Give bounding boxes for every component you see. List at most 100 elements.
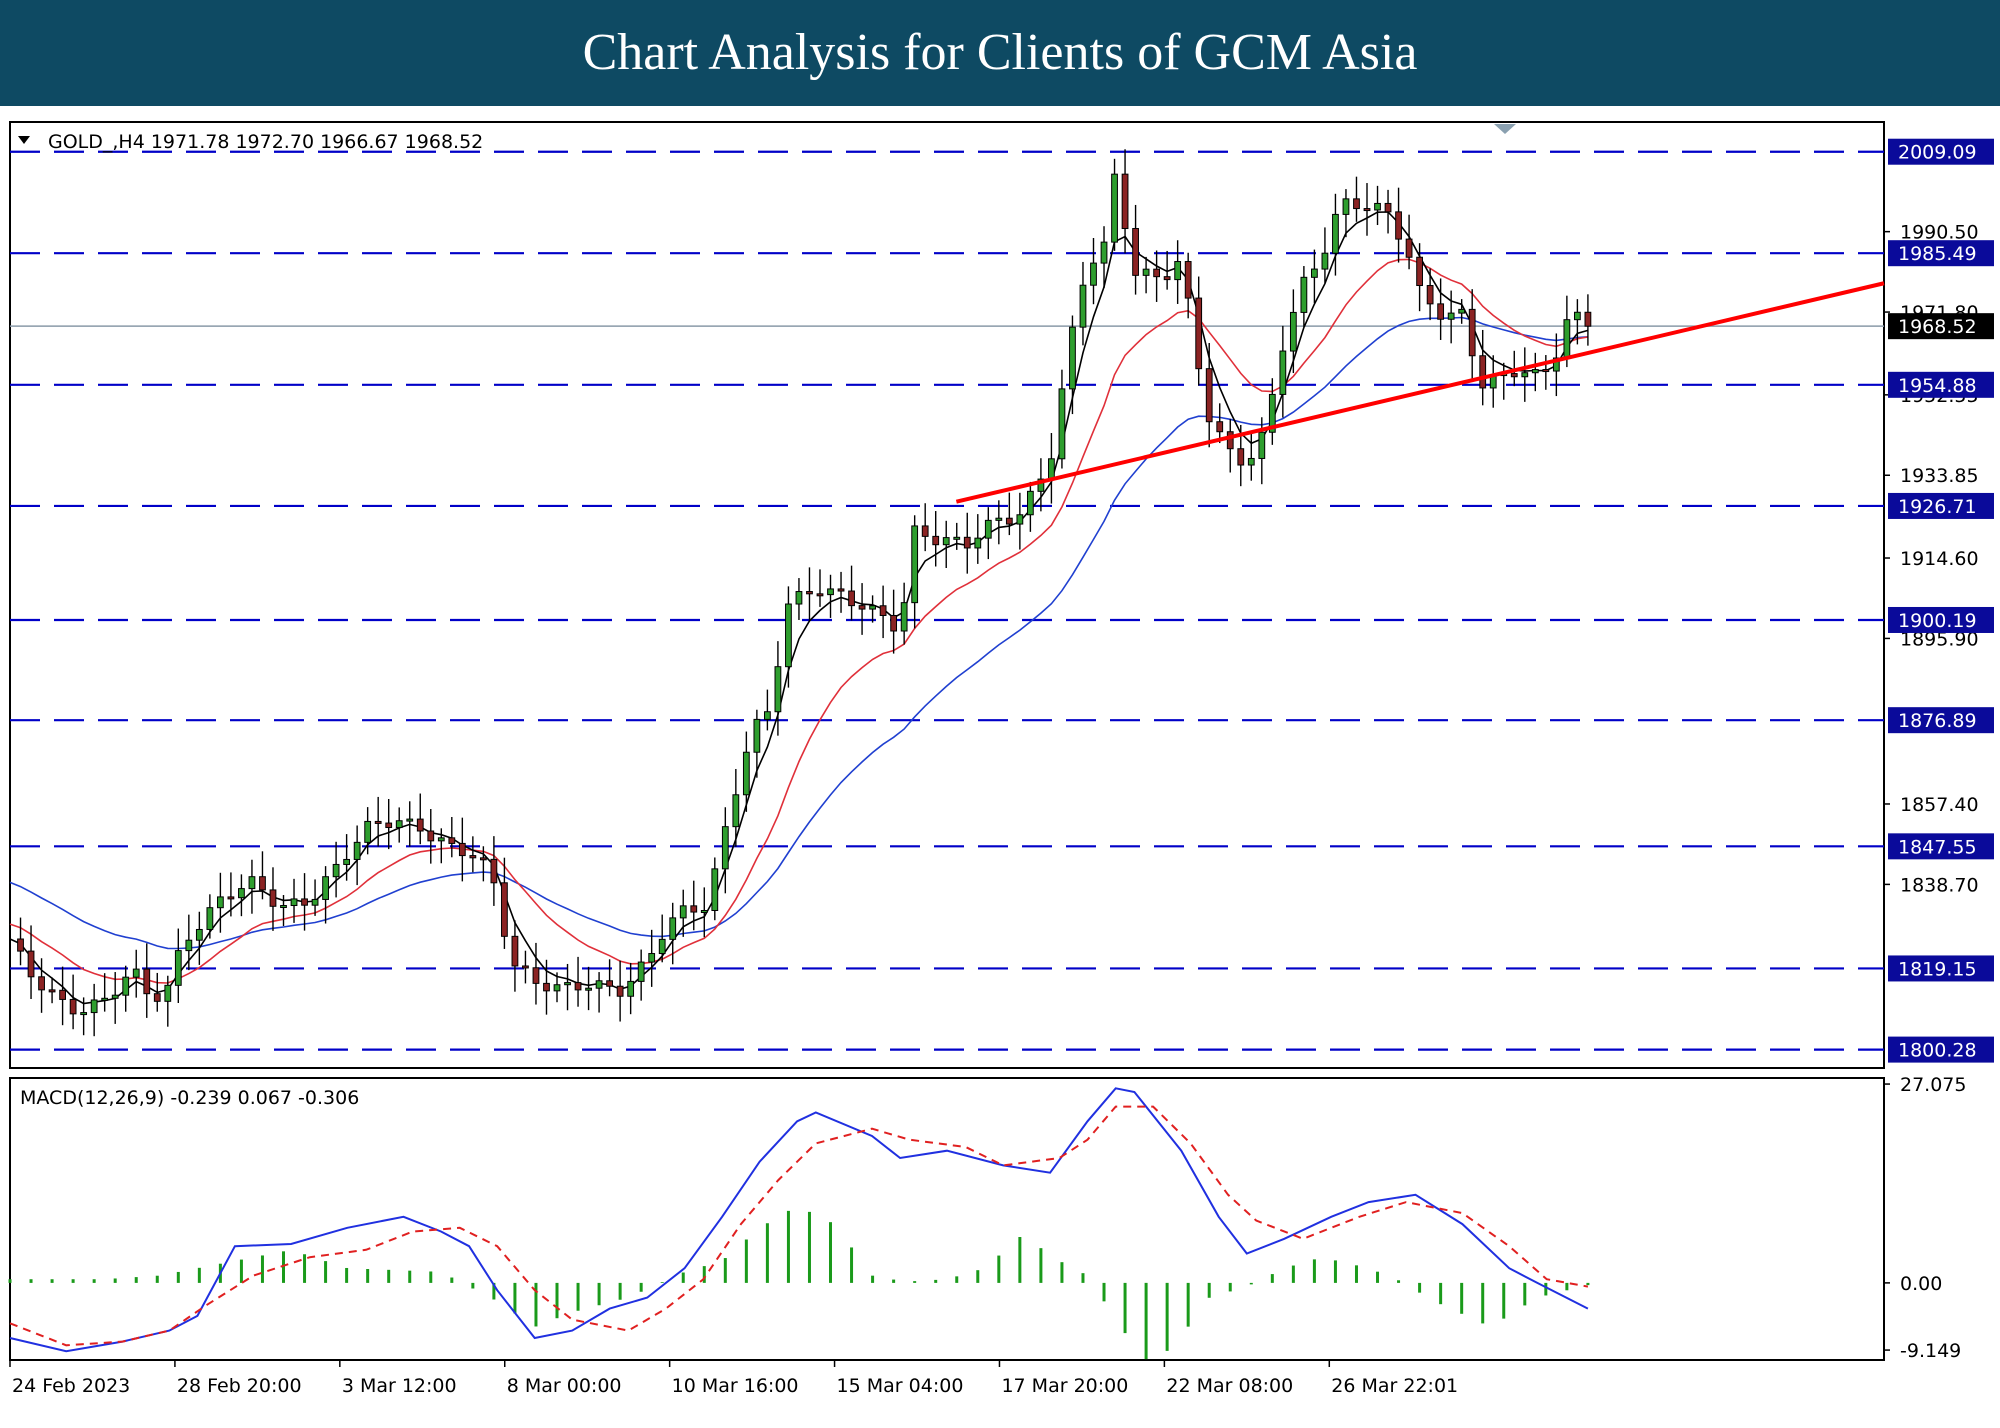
candle-body (879, 605, 887, 616)
candle-body (437, 837, 445, 842)
candle-body (1237, 448, 1245, 466)
candle-body (553, 984, 561, 992)
title-banner (0, 0, 2000, 106)
candle-body (343, 858, 351, 865)
candle-body (1258, 431, 1266, 459)
candle-body (1573, 311, 1581, 321)
candle-body (1247, 457, 1255, 466)
candle-body (1069, 326, 1076, 390)
candle-body (921, 525, 929, 537)
macd-signal-line (9, 1105, 1589, 1347)
candle-body (490, 858, 498, 884)
candle-body (385, 822, 393, 829)
chart-area: 1990.501971.801952.551933.851914.601895.… (0, 106, 2000, 1428)
candle-body (1111, 173, 1118, 243)
candle-body (742, 751, 750, 796)
candle-body (27, 950, 35, 978)
candle-body (1531, 369, 1539, 374)
candle-body (1384, 202, 1392, 213)
price-tick-label: 1914.60 (1900, 548, 1979, 570)
price-tick-label: 1990.50 (1900, 222, 1979, 244)
candle-body (1205, 368, 1213, 423)
level-tag-label: 1819.15 (1898, 958, 1977, 980)
candle-body (248, 876, 256, 890)
candle-body (1584, 311, 1592, 327)
candle-body (143, 968, 151, 995)
candle-body (932, 535, 940, 546)
price-tick-label: 1838.70 (1900, 874, 1979, 896)
candle-body (1079, 284, 1087, 328)
time-tick-label: 15 Mar 04:00 (837, 1375, 964, 1397)
price-tick-label: 1857.40 (1900, 794, 1979, 816)
time-tick-label: 3 Mar 12:00 (342, 1375, 457, 1397)
candle-body (764, 711, 771, 720)
candle-body (479, 857, 487, 861)
candle-body (174, 950, 182, 986)
price-tick-label: 1895.90 (1900, 628, 1979, 650)
candle-body (101, 997, 109, 1001)
candle-body (1521, 372, 1529, 378)
candle-body (942, 537, 950, 546)
time-tick-label: 8 Mar 00:00 (507, 1375, 622, 1397)
candle-body (995, 517, 1003, 521)
candle-body (1563, 319, 1571, 359)
candle-body (1132, 228, 1139, 276)
page-title: Chart Analysis for Clients of GCM Asia (582, 24, 1418, 81)
current-price-label: 1968.52 (1898, 316, 1977, 338)
candle-body (353, 841, 361, 860)
candle-body (332, 863, 340, 878)
candle-body (1321, 252, 1329, 270)
candle-body (1395, 211, 1402, 240)
candle-body (259, 876, 266, 891)
candle-body (501, 882, 508, 937)
dropdown-triangle-icon[interactable] (18, 136, 30, 144)
candle-body (1037, 478, 1045, 492)
candle-body (595, 980, 603, 989)
candle-body (122, 976, 130, 996)
candle-body (827, 588, 834, 596)
candle-body (290, 898, 298, 907)
candle-body (627, 980, 635, 997)
candle-body (1479, 355, 1487, 389)
candle-body (616, 985, 624, 997)
level-tag (1888, 138, 1994, 165)
scroll-marker-icon[interactable] (1494, 124, 1516, 134)
candle-body (1426, 285, 1434, 305)
level-tags: 2009.09 1985.49 1954.88 1926.71 1900.19 1876.… (1888, 138, 1994, 1063)
candle-body (795, 591, 803, 605)
candle-body (1542, 369, 1550, 373)
candle-body (1447, 312, 1455, 320)
candle-body (206, 907, 214, 930)
candle-body (669, 917, 677, 940)
candle-body (458, 842, 466, 857)
candle-body (1184, 261, 1192, 299)
candle-body (963, 536, 971, 549)
candle-body (164, 984, 172, 1002)
candle-body (1510, 373, 1518, 378)
candle-body (679, 905, 687, 919)
candle-body (395, 820, 403, 829)
level-tag (1888, 955, 1994, 982)
macd-panel[interactable] (9, 1077, 1885, 1361)
candle-body (1353, 198, 1360, 210)
candle-body (195, 928, 203, 941)
candle-body (837, 588, 845, 592)
candle-body (1363, 208, 1371, 212)
candle-body (1405, 238, 1413, 258)
level-tag (1888, 371, 1994, 398)
candle-body (1458, 308, 1466, 314)
candle-body (427, 830, 435, 842)
macd-tick-label: 27.075 (1900, 1074, 1966, 1096)
candle-body (869, 605, 876, 610)
candle-body (1268, 393, 1276, 433)
candle-body (648, 953, 656, 963)
price-tick-label: 1933.85 (1900, 465, 1979, 487)
candle-body (406, 818, 414, 822)
ascending-trendline (955, 281, 1885, 504)
candle-body (700, 909, 708, 913)
candle-body (1468, 308, 1476, 357)
candle-body (1300, 276, 1308, 313)
candle-body (1374, 202, 1381, 211)
candle-body (374, 820, 382, 824)
level-tag-label: 1876.89 (1898, 710, 1977, 732)
